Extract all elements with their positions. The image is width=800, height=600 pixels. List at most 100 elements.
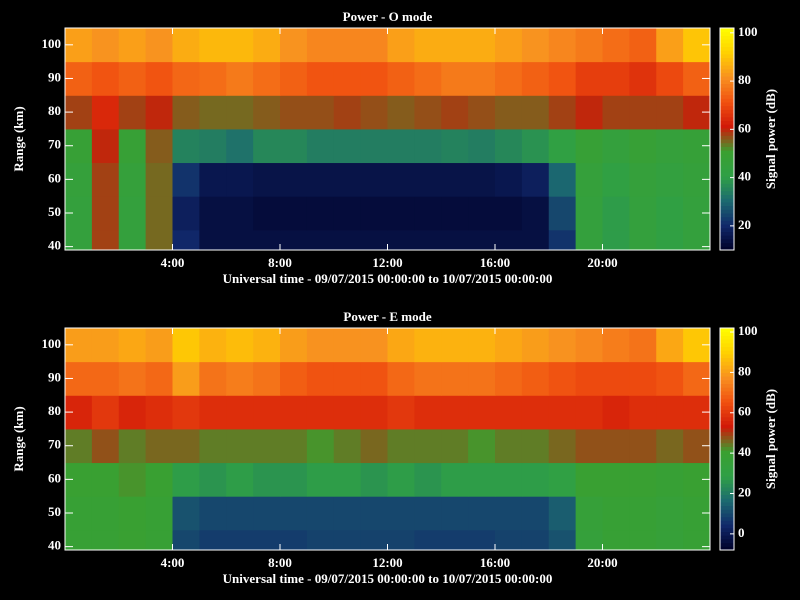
cell bbox=[360, 162, 388, 197]
cell bbox=[172, 61, 200, 96]
colorbar-swatch bbox=[720, 483, 734, 488]
cell bbox=[575, 395, 603, 430]
colorbar-swatch bbox=[720, 157, 734, 162]
cell bbox=[91, 28, 120, 63]
cell bbox=[306, 328, 335, 363]
cell bbox=[629, 128, 657, 164]
colorbar-swatch bbox=[720, 31, 734, 36]
y-tick-label: 90 bbox=[48, 69, 61, 84]
cell bbox=[521, 462, 550, 497]
cell bbox=[602, 428, 630, 464]
cell bbox=[145, 162, 173, 197]
cell bbox=[656, 61, 684, 96]
cell bbox=[199, 162, 227, 197]
cell bbox=[575, 361, 603, 396]
colorbar-swatch bbox=[720, 487, 734, 492]
heatmap bbox=[65, 328, 710, 550]
cell bbox=[441, 496, 469, 531]
cell bbox=[387, 361, 415, 396]
colorbar-swatch bbox=[720, 335, 734, 340]
cell bbox=[172, 95, 200, 130]
cell bbox=[280, 428, 308, 464]
cell bbox=[199, 529, 227, 550]
colorbar-swatch bbox=[720, 513, 734, 518]
cell bbox=[306, 462, 335, 497]
cell bbox=[172, 428, 200, 464]
cell bbox=[333, 428, 362, 464]
cell bbox=[253, 128, 281, 164]
x-tick-label: 8:00 bbox=[268, 555, 292, 570]
cell bbox=[656, 462, 684, 497]
colorbar-swatch bbox=[720, 61, 734, 66]
cell bbox=[414, 196, 442, 231]
colorbar-swatch bbox=[720, 35, 734, 40]
cell bbox=[575, 328, 603, 363]
cell bbox=[387, 196, 415, 231]
cell bbox=[441, 128, 469, 164]
cell bbox=[629, 328, 657, 363]
colorbar-swatch bbox=[720, 105, 734, 110]
colorbar-swatch bbox=[720, 442, 734, 447]
cell bbox=[333, 496, 362, 531]
cell bbox=[656, 162, 684, 197]
cell bbox=[145, 529, 173, 550]
cell bbox=[656, 496, 684, 531]
cell bbox=[548, 28, 577, 63]
title: Power - O mode bbox=[343, 9, 433, 24]
colorbar-swatch bbox=[720, 131, 734, 136]
cell bbox=[602, 395, 630, 430]
cell bbox=[65, 229, 93, 250]
cell bbox=[656, 128, 684, 164]
cell bbox=[118, 361, 147, 396]
colorbar-swatch bbox=[720, 216, 734, 221]
cell bbox=[306, 496, 335, 531]
cell bbox=[226, 428, 254, 464]
colorbar-swatch bbox=[720, 231, 734, 236]
x-tick-label: 20:00 bbox=[587, 255, 617, 270]
cell bbox=[145, 328, 173, 363]
cell bbox=[387, 61, 415, 96]
cell bbox=[414, 61, 442, 96]
colorbar-swatch bbox=[720, 427, 734, 433]
cell bbox=[414, 28, 442, 63]
cell bbox=[521, 95, 550, 130]
cell bbox=[280, 361, 308, 396]
cell bbox=[306, 229, 335, 250]
cell bbox=[118, 162, 147, 197]
y-tick-label: 50 bbox=[48, 204, 61, 219]
cell bbox=[280, 28, 308, 63]
cell bbox=[468, 28, 496, 63]
cell bbox=[548, 95, 577, 130]
cell bbox=[548, 61, 577, 96]
cell bbox=[333, 95, 362, 130]
cell bbox=[253, 361, 281, 396]
cell bbox=[280, 496, 308, 531]
cell bbox=[629, 229, 657, 250]
cell bbox=[333, 162, 362, 197]
cell bbox=[360, 428, 388, 464]
cell bbox=[548, 395, 577, 430]
cell bbox=[172, 496, 200, 531]
colorbar-swatch bbox=[720, 346, 734, 351]
cell bbox=[91, 529, 120, 550]
cell bbox=[280, 462, 308, 497]
colorbar-swatch bbox=[720, 527, 734, 532]
colorbar-swatch bbox=[720, 446, 734, 451]
colorbar-swatch bbox=[720, 357, 734, 362]
cell bbox=[91, 95, 120, 130]
cell bbox=[521, 529, 550, 550]
colorbar-swatch bbox=[720, 328, 734, 333]
colorbar-swatch bbox=[720, 164, 734, 170]
cell bbox=[521, 229, 550, 250]
cell bbox=[360, 462, 388, 497]
colorbar-swatch bbox=[720, 509, 734, 514]
cell bbox=[145, 196, 173, 231]
cell bbox=[333, 128, 362, 164]
colorbar-swatch bbox=[720, 213, 734, 218]
cell bbox=[333, 328, 362, 363]
colorbar-swatch bbox=[720, 383, 734, 388]
cell bbox=[172, 196, 200, 231]
cell bbox=[629, 395, 657, 430]
cell bbox=[172, 361, 200, 396]
cell bbox=[387, 529, 415, 550]
